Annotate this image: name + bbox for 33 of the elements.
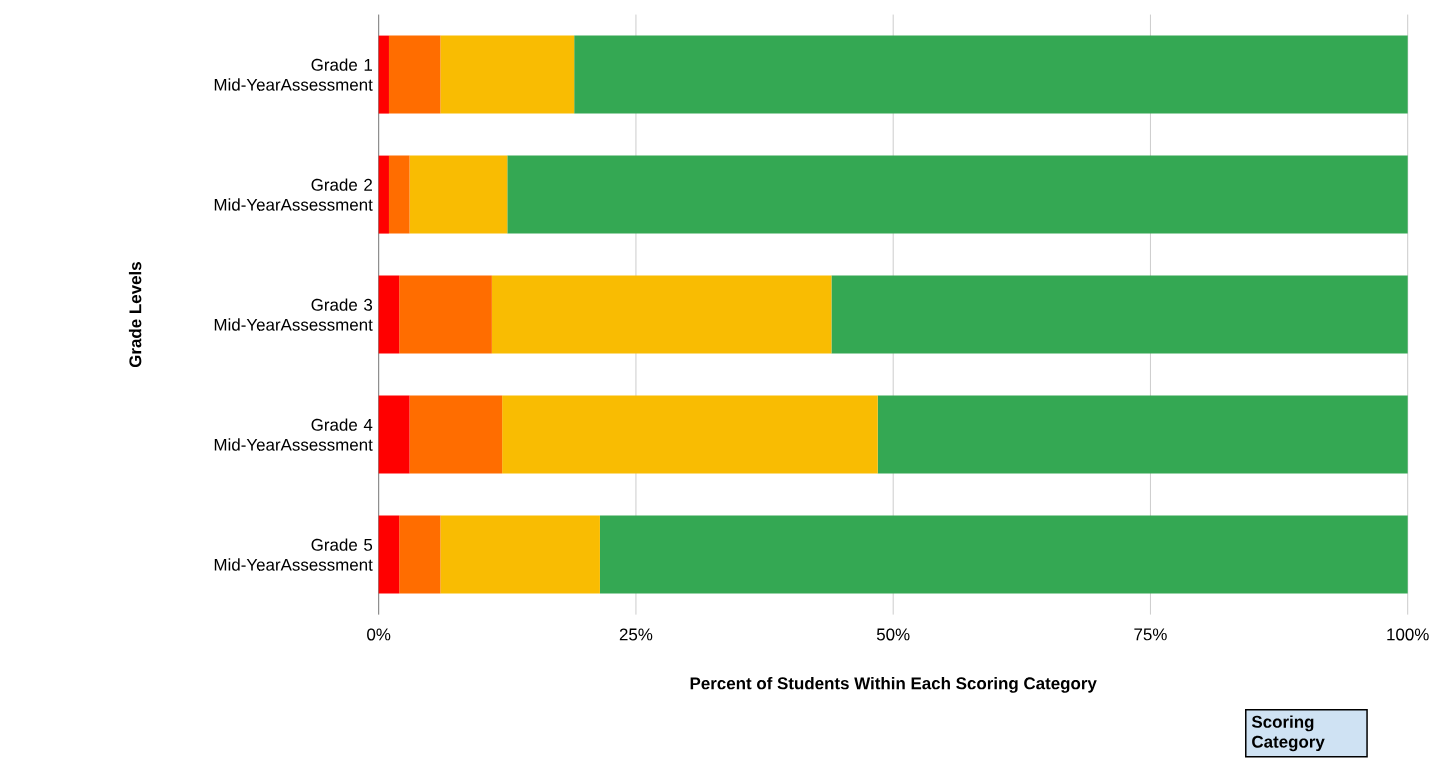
bar (409, 395, 503, 474)
bar (378, 155, 389, 234)
bar (491, 275, 832, 354)
bar (378, 515, 400, 594)
bar (378, 275, 400, 354)
bar (440, 515, 600, 594)
bar (399, 275, 492, 354)
y-tick-label: Grade 5 Mid-YearAssessment (214, 538, 373, 571)
bar (440, 35, 575, 114)
x-tick-label: 50% (876, 628, 910, 641)
x-tick-label: 100% (1387, 628, 1429, 641)
bar (574, 35, 1408, 114)
x-tick-label: 0% (367, 628, 391, 641)
bar (409, 155, 508, 234)
bar (388, 35, 441, 114)
bar (378, 35, 389, 114)
bar (877, 395, 1408, 474)
bar (388, 155, 410, 234)
bar (399, 515, 441, 594)
y-tick-label: Grade 4 Mid-YearAssessment (214, 418, 373, 451)
y-tick-label: Grade 1 Mid-YearAssessment (214, 58, 373, 91)
y-tick-label: Grade 2 Mid-YearAssessment (214, 178, 373, 211)
bar (831, 275, 1408, 354)
bar (507, 155, 1408, 234)
bar (378, 395, 410, 474)
y-tick-label: Grade 3 Mid-YearAssessment (214, 298, 373, 331)
legend-title: Scoring Category (1251, 715, 1325, 752)
y-axis-title: Grade Levels (128, 262, 142, 368)
x-tick-label: 75% (1134, 628, 1167, 641)
bar (599, 515, 1408, 594)
x-tick-label: 25% (619, 628, 653, 641)
bar (502, 395, 878, 474)
x-axis-title: Percent of Students Within Each Scoring Category (690, 676, 1097, 693)
